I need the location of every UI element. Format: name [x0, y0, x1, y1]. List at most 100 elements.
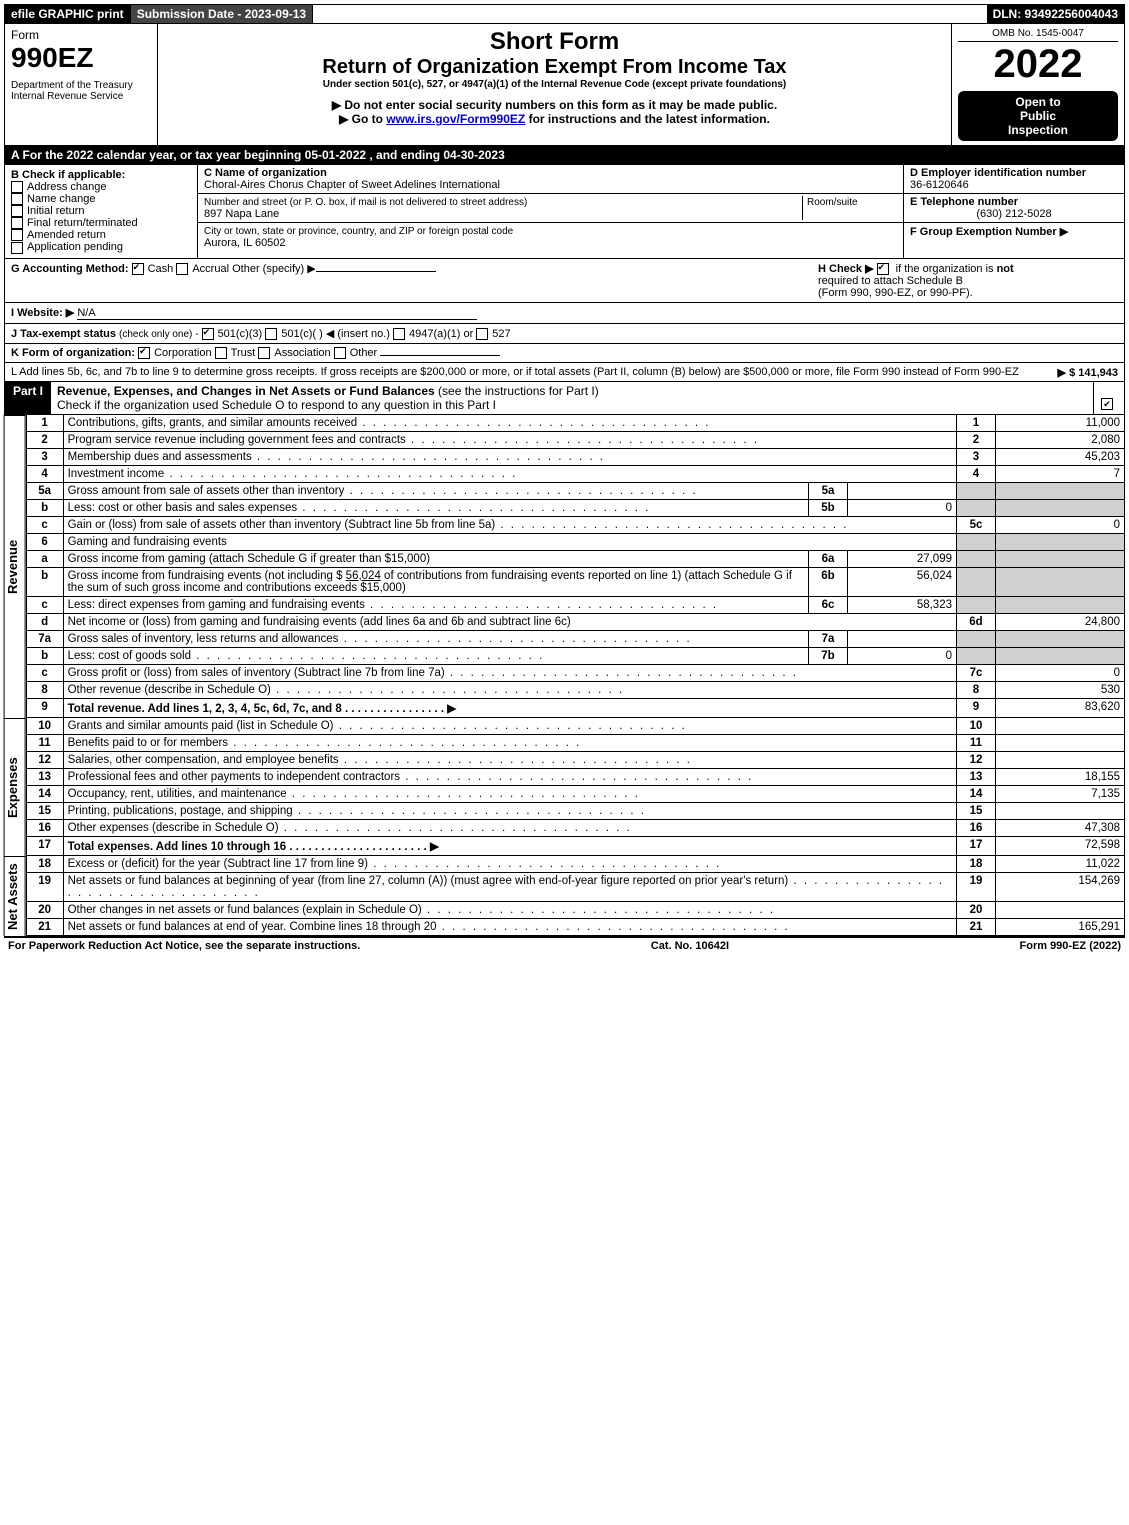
street-address: 897 Napa Lane [204, 208, 279, 220]
footer-center: Cat. No. 10642I [651, 940, 729, 952]
footer-right: Form 990-EZ (2022) [1020, 940, 1122, 952]
check-application-pending[interactable]: Application pending [11, 241, 191, 253]
line-3: 3Membership dues and assessments345,203 [26, 448, 1124, 465]
submission-date: Submission Date - 2023-09-13 [131, 5, 313, 23]
line-16: 16Other expenses (describe in Schedule O… [26, 819, 1124, 836]
line-1: 1Contributions, gifts, grants, and simil… [26, 415, 1124, 432]
note-ssn: ▶ Do not enter social security numbers o… [164, 98, 945, 112]
room-label: Room/suite [807, 197, 858, 208]
net-assets-label: Net Assets [4, 856, 26, 936]
line-2: 2Program service revenue including gover… [26, 431, 1124, 448]
net-assets-section: Net Assets 18Excess or (deficit) for the… [4, 856, 1125, 936]
line-14: 14Occupancy, rent, utilities, and mainte… [26, 785, 1124, 802]
net-assets-table: 18Excess or (deficit) for the year (Subt… [26, 856, 1125, 936]
col-d: D Employer identification number 36-6120… [904, 165, 1124, 258]
org-name: Choral-Aires Chorus Chapter of Sweet Ade… [204, 179, 500, 191]
line-5c: cGain or (loss) from sale of assets othe… [26, 516, 1124, 533]
tax-exempt-label: J Tax-exempt status [11, 328, 116, 340]
line-7b: bLess: cost of goods sold7b0 [26, 647, 1124, 664]
check-final-return[interactable]: Final return/terminated [11, 217, 191, 229]
line-21: 21Net assets or fund balances at end of … [26, 918, 1124, 935]
addr-row: Number and street (or P. O. box, if mail… [198, 194, 903, 223]
check-527[interactable] [476, 328, 488, 340]
row-g-h: G Accounting Method: Cash Accrual Other … [4, 259, 1125, 303]
row-i: I Website: ▶ N/A [4, 303, 1125, 324]
line-5b: bLess: cost or other basis and sales exp… [26, 499, 1124, 516]
check-name-change[interactable]: Name change [11, 193, 191, 205]
info-block: B Check if applicable: Address change Na… [4, 165, 1125, 259]
city-row: City or town, state or province, country… [198, 223, 903, 251]
city-state-zip: Aurora, IL 60502 [204, 237, 286, 249]
subtitle: Under section 501(c), 527, or 4947(a)(1)… [164, 79, 945, 90]
addr-label: Number and street (or P. O. box, if mail… [204, 197, 527, 208]
check-accrual[interactable] [176, 263, 188, 275]
check-4947[interactable] [393, 328, 405, 340]
expenses-section: Expenses 10Grants and similar amounts pa… [4, 718, 1125, 856]
line-15: 15Printing, publications, postage, and s… [26, 802, 1124, 819]
line-6d: dNet income or (loss) from gaming and fu… [26, 613, 1124, 630]
form-number: 990EZ [11, 42, 151, 74]
header-left: Form 990EZ Department of the Treasury In… [5, 24, 158, 145]
line-12: 12Salaries, other compensation, and empl… [26, 751, 1124, 768]
footer-left: For Paperwork Reduction Act Notice, see … [8, 940, 360, 952]
short-form-title: Short Form [164, 28, 945, 56]
check-schedule-o-text: Check if the organization used Schedule … [57, 398, 496, 412]
revenue-label: Revenue [4, 415, 26, 718]
part-i-tag: Part I [5, 382, 51, 414]
line-10: 10Grants and similar amounts paid (list … [26, 718, 1124, 735]
check-initial-return[interactable]: Initial return [11, 205, 191, 217]
line-11: 11Benefits paid to or for members11 [26, 734, 1124, 751]
website-label: I Website: ▶ [11, 307, 74, 319]
irs-link[interactable]: www.irs.gov/Form990EZ [386, 112, 525, 126]
line-6c: cLess: direct expenses from gaming and f… [26, 596, 1124, 613]
line-9: 9Total revenue. Add lines 1, 2, 3, 4, 5c… [26, 698, 1124, 717]
expenses-label: Expenses [4, 718, 26, 856]
top-bar: efile GRAPHIC print Submission Date - 20… [4, 4, 1125, 24]
check-cash[interactable] [132, 263, 144, 275]
line-6: 6Gaming and fundraising events [26, 533, 1124, 550]
open-line1: Open to [962, 95, 1114, 109]
ein-row: D Employer identification number 36-6120… [904, 165, 1124, 194]
revenue-table: 1Contributions, gifts, grants, and simil… [26, 415, 1125, 718]
open-inspection-badge: Open to Public Inspection [958, 91, 1118, 141]
part-i-title: Revenue, Expenses, and Changes in Net As… [51, 382, 1093, 414]
group-exemption-label: F Group Exemption Number ▶ [910, 226, 1068, 238]
expenses-table: 10Grants and similar amounts paid (list … [26, 718, 1125, 856]
section-a: A For the 2022 calendar year, or tax yea… [4, 146, 1125, 165]
accounting-label: G Accounting Method: [11, 263, 129, 275]
phone-row: E Telephone number (630) 212-5028 [904, 194, 1124, 223]
other-specify-input[interactable] [316, 271, 436, 272]
col-c: C Name of organization Choral-Aires Chor… [198, 165, 904, 258]
line-7c: cGross profit or (loss) from sales of in… [26, 664, 1124, 681]
check-other-org[interactable] [334, 347, 346, 359]
city-label: City or town, state or province, country… [204, 226, 513, 237]
phone-label: E Telephone number [910, 196, 1018, 208]
check-address-change[interactable]: Address change [11, 181, 191, 193]
open-line2: Public [962, 109, 1114, 123]
line-13: 13Professional fees and other payments t… [26, 768, 1124, 785]
header-right: OMB No. 1545-0047 2022 Open to Public In… [952, 24, 1124, 145]
website-value: N/A [77, 307, 477, 320]
check-corporation[interactable] [138, 347, 150, 359]
check-501c[interactable] [265, 328, 277, 340]
check-association[interactable] [258, 347, 270, 359]
note-goto-pre: ▶ Go to [339, 112, 386, 126]
form-header: Form 990EZ Department of the Treasury In… [4, 24, 1125, 146]
line-6b: bGross income from fundraising events (n… [26, 567, 1124, 596]
check-schedule-b[interactable] [877, 263, 889, 275]
ein-value: 36-6120646 [910, 179, 969, 191]
dept-treasury: Department of the Treasury [11, 80, 151, 91]
line-4: 4Investment income47 [26, 465, 1124, 482]
check-amended-return[interactable]: Amended return [11, 229, 191, 241]
omb-number: OMB No. 1545-0047 [958, 28, 1118, 42]
other-org-input[interactable] [380, 355, 500, 356]
row-g: G Accounting Method: Cash Accrual Other … [11, 262, 818, 299]
form-org-label: K Form of organization: [11, 347, 135, 359]
irs-label: Internal Revenue Service [11, 91, 151, 102]
check-trust[interactable] [215, 347, 227, 359]
check-schedule-o[interactable] [1093, 382, 1124, 414]
form-word: Form [11, 28, 151, 42]
ein-label: D Employer identification number [910, 167, 1086, 179]
org-name-label: C Name of organization [204, 167, 327, 179]
check-501c3[interactable] [202, 328, 214, 340]
